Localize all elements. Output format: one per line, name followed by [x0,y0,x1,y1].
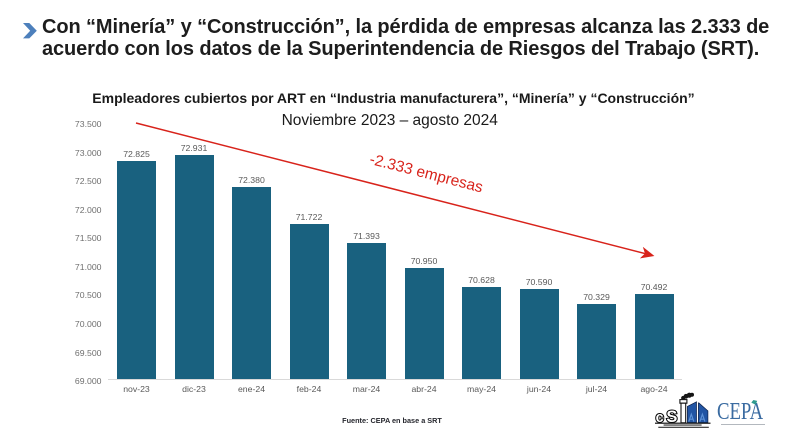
svg-text:c: c [656,410,664,426]
svg-text:S: S [666,408,677,426]
